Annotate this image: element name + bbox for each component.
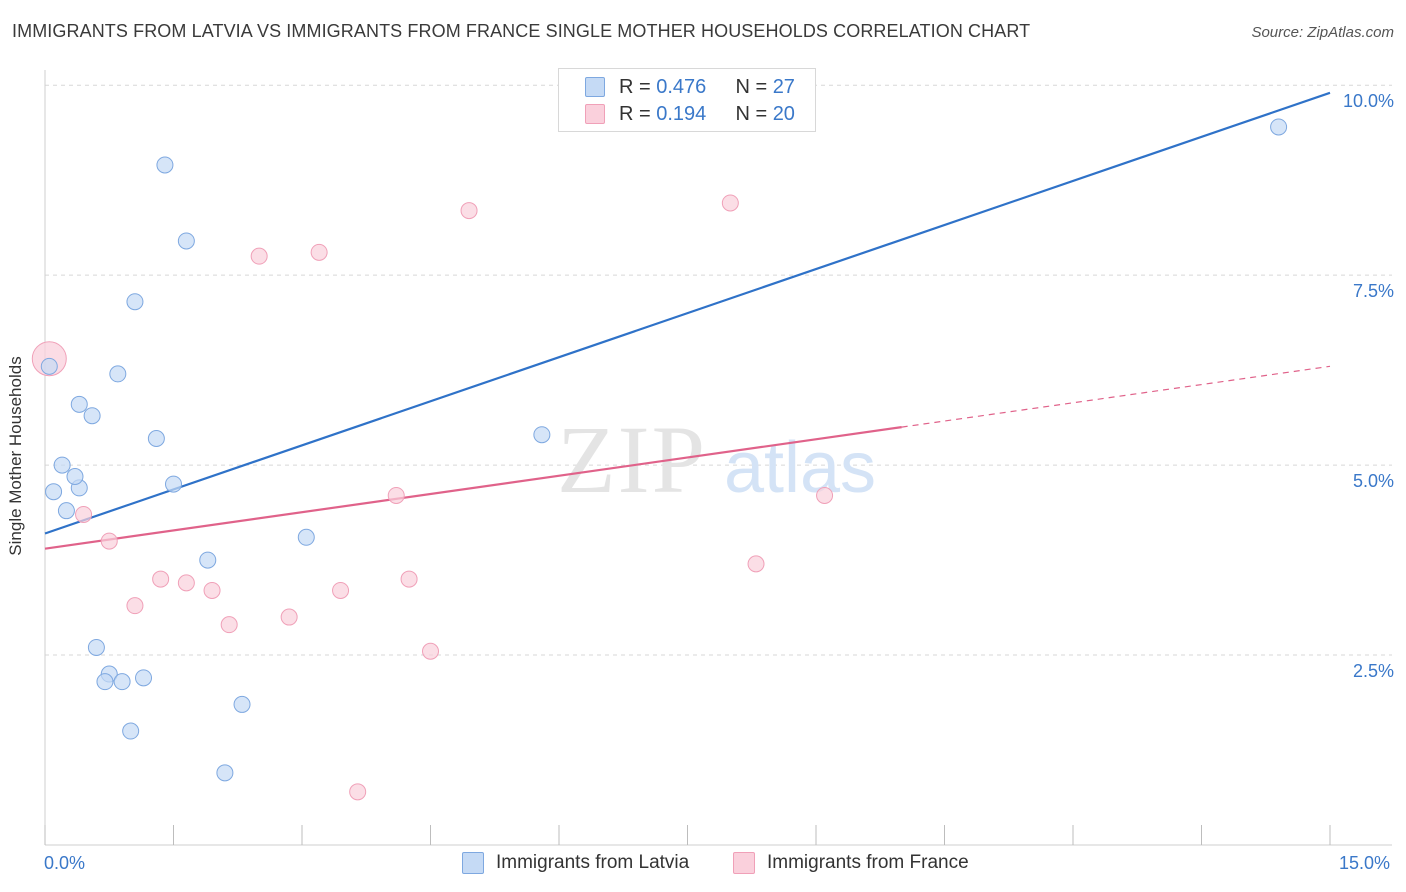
- point-france: [310, 243, 328, 261]
- data-points: [31, 118, 1288, 801]
- point-latvia: [57, 502, 75, 520]
- trend-line-france: [44, 426, 902, 550]
- watermark-atlas: atlas: [724, 428, 876, 508]
- point-france: [250, 247, 268, 265]
- point-france: [387, 486, 405, 504]
- x-tick-label-max: 15.0%: [1339, 853, 1391, 873]
- point-latvia: [70, 395, 88, 413]
- point-latvia: [66, 467, 84, 485]
- stats-legend: R = 0.476 N = 27 R = 0.194 N = 20: [558, 68, 816, 132]
- r-value-france: 0.194: [656, 102, 707, 125]
- y-axis-label: Single Mother Households: [6, 356, 25, 556]
- point-latvia: [156, 156, 174, 174]
- latvia-legend-swatch: [462, 852, 484, 874]
- point-france: [460, 202, 478, 220]
- point-latvia: [177, 232, 195, 250]
- point-latvia: [126, 293, 144, 311]
- legend-label-france: Immigrants from France: [767, 852, 969, 873]
- point-latvia: [45, 483, 63, 501]
- n-label: N =: [735, 75, 773, 98]
- latvia-swatch: [585, 77, 605, 97]
- point-latvia: [87, 638, 105, 656]
- legend-item-latvia: Immigrants from Latvia: [462, 852, 689, 874]
- point-latvia: [83, 407, 101, 425]
- trend-line-latvia: [44, 91, 1331, 535]
- n-label: N =: [735, 102, 773, 125]
- point-latvia: [233, 695, 251, 713]
- point-latvia: [1270, 118, 1288, 136]
- point-france: [400, 570, 418, 588]
- point-latvia: [135, 669, 153, 687]
- point-latvia: [122, 722, 140, 740]
- y-tick-label: 2.5%: [1352, 661, 1394, 682]
- point-france: [177, 574, 195, 592]
- point-france: [203, 581, 221, 599]
- point-france: [747, 555, 765, 573]
- source-label: Source: ZipAtlas.com: [1251, 24, 1394, 41]
- point-france: [75, 505, 93, 523]
- point-france: [100, 532, 118, 550]
- y-tick-label: 5.0%: [1352, 471, 1394, 492]
- point-latvia: [533, 426, 551, 444]
- n-value-france: 20: [772, 102, 795, 125]
- point-latvia: [96, 673, 114, 691]
- grid-lines: [45, 84, 1392, 656]
- point-france: [126, 597, 144, 615]
- series-legend: Immigrants from Latvia Immigrants from F…: [0, 852, 1406, 876]
- point-latvia: [53, 456, 71, 474]
- point-france: [816, 486, 834, 504]
- point-france: [422, 642, 439, 660]
- watermark-zip: ZIP: [557, 406, 707, 513]
- trend-line-france-extension: [901, 365, 1331, 428]
- legend-label-latvia: Immigrants from Latvia: [496, 852, 690, 873]
- point-latvia: [216, 764, 234, 782]
- point-latvia: [165, 475, 182, 493]
- point-france: [280, 608, 298, 626]
- y-tick-label: 7.5%: [1352, 281, 1394, 302]
- point-latvia: [199, 551, 217, 569]
- point-latvia: [109, 365, 127, 383]
- point-latvia: [147, 430, 165, 448]
- y-tick-label: 10.0%: [1342, 91, 1394, 112]
- point-latvia: [113, 673, 131, 691]
- point-france: [332, 581, 350, 599]
- france-swatch: [585, 104, 605, 124]
- point-france: [349, 783, 367, 801]
- point-france: [721, 194, 739, 212]
- r-value-latvia: 0.476: [656, 75, 707, 98]
- trend-lines: [44, 91, 1331, 550]
- point-france: [152, 570, 170, 588]
- chart-title: IMMIGRANTS FROM LATVIA VS IMMIGRANTS FRO…: [12, 21, 1031, 41]
- point-france: [220, 616, 238, 634]
- legend-item-france: Immigrants from France: [733, 852, 969, 874]
- axes: [44, 70, 1392, 846]
- x-tick-label-min: 0.0%: [44, 853, 86, 873]
- r-label: R =: [619, 75, 657, 98]
- france-legend-swatch: [733, 852, 755, 874]
- n-value-latvia: 27: [772, 75, 795, 98]
- r-label: R =: [619, 102, 657, 125]
- point-latvia: [297, 528, 315, 546]
- point-latvia: [40, 357, 58, 375]
